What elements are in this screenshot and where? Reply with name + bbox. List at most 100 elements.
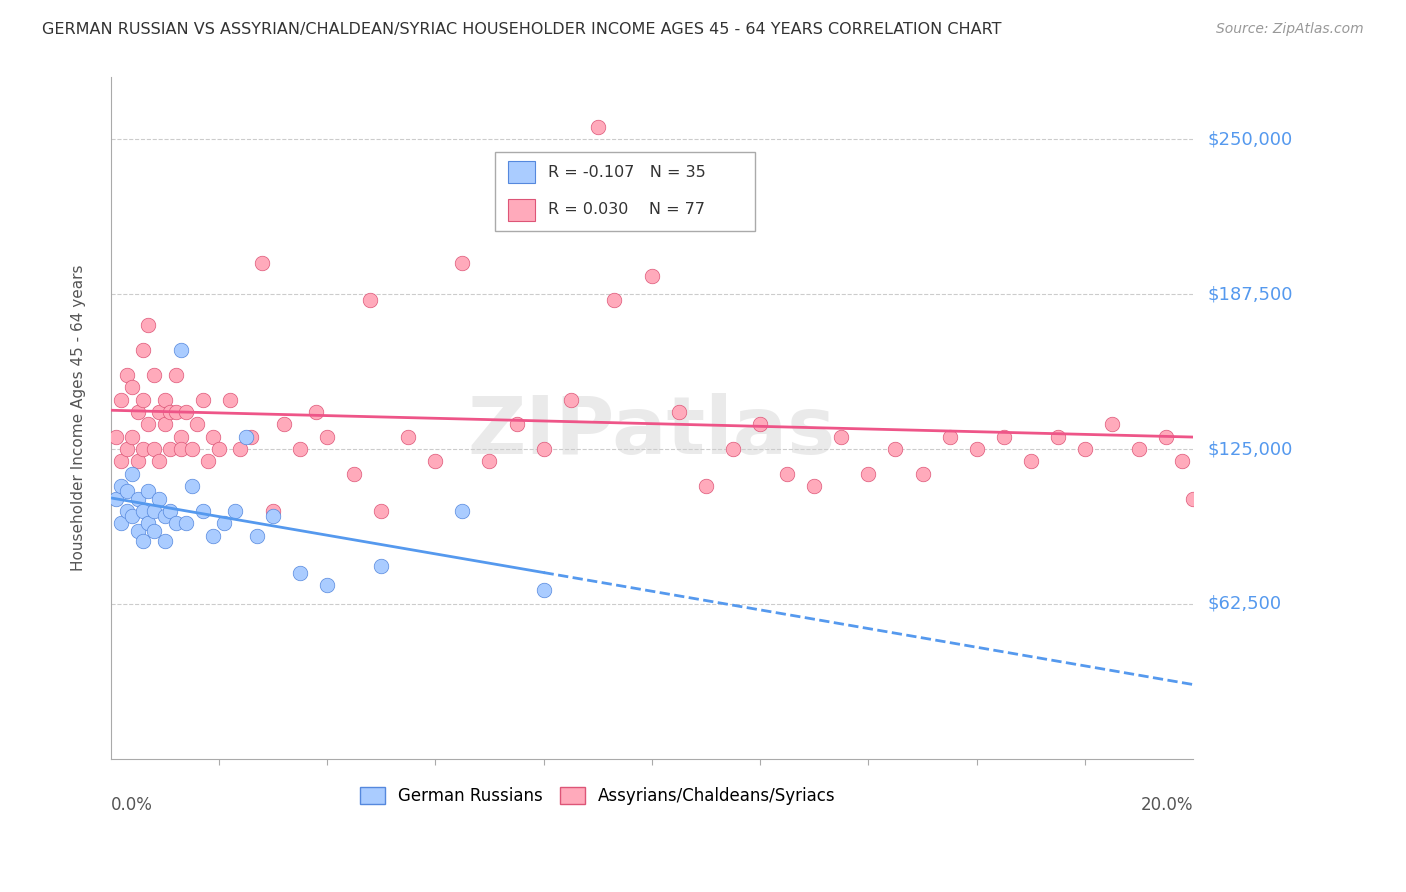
Point bbox=[110, 479, 132, 493]
Legend: German Russians, Assyrians/Chaldeans/Syriacs: German Russians, Assyrians/Chaldeans/Syr… bbox=[353, 780, 842, 812]
Point bbox=[262, 508, 284, 523]
Point bbox=[115, 504, 138, 518]
Point bbox=[148, 405, 170, 419]
Point bbox=[142, 442, 165, 456]
Point bbox=[1046, 430, 1069, 444]
Point bbox=[1154, 430, 1177, 444]
Point bbox=[138, 516, 160, 531]
Point bbox=[370, 558, 392, 573]
Point bbox=[121, 430, 143, 444]
Text: $250,000: $250,000 bbox=[1208, 130, 1292, 148]
Point bbox=[343, 467, 366, 481]
Point bbox=[1101, 417, 1123, 432]
Point bbox=[695, 479, 717, 493]
Point bbox=[749, 417, 772, 432]
Point bbox=[262, 504, 284, 518]
Point bbox=[110, 392, 132, 407]
Text: ZIPatlas: ZIPatlas bbox=[468, 392, 837, 471]
Point bbox=[884, 442, 907, 456]
Text: 20.0%: 20.0% bbox=[1140, 797, 1194, 814]
Text: $187,500: $187,500 bbox=[1208, 285, 1292, 303]
Point bbox=[993, 430, 1015, 444]
Point bbox=[451, 256, 474, 270]
Y-axis label: Householder Income Ages 45 - 64 years: Householder Income Ages 45 - 64 years bbox=[72, 265, 86, 572]
Point bbox=[641, 268, 664, 283]
Text: R = -0.107   N = 35: R = -0.107 N = 35 bbox=[548, 165, 706, 179]
Point bbox=[613, 207, 636, 221]
Point bbox=[1182, 491, 1205, 506]
Point bbox=[153, 533, 176, 548]
Point bbox=[159, 442, 181, 456]
Point bbox=[288, 566, 311, 580]
FancyBboxPatch shape bbox=[508, 199, 534, 220]
Point bbox=[127, 524, 149, 538]
Point bbox=[1074, 442, 1097, 456]
Point bbox=[316, 578, 339, 592]
Point bbox=[142, 524, 165, 538]
Point bbox=[668, 405, 690, 419]
Point bbox=[197, 454, 219, 468]
Point bbox=[159, 504, 181, 518]
Point bbox=[288, 442, 311, 456]
Point bbox=[121, 380, 143, 394]
Point bbox=[370, 504, 392, 518]
Point bbox=[153, 508, 176, 523]
Point bbox=[148, 454, 170, 468]
Text: R = 0.030    N = 77: R = 0.030 N = 77 bbox=[548, 202, 704, 217]
Point bbox=[246, 529, 269, 543]
Point bbox=[165, 405, 187, 419]
Point bbox=[138, 484, 160, 499]
Point bbox=[858, 467, 880, 481]
Point bbox=[396, 430, 419, 444]
Point bbox=[830, 430, 852, 444]
Text: 0.0%: 0.0% bbox=[111, 797, 152, 814]
Point bbox=[165, 516, 187, 531]
Point bbox=[127, 454, 149, 468]
Point bbox=[212, 516, 235, 531]
Point bbox=[316, 430, 339, 444]
Point bbox=[208, 442, 231, 456]
Point bbox=[127, 491, 149, 506]
Point bbox=[776, 467, 799, 481]
Point bbox=[533, 583, 555, 598]
Point bbox=[224, 504, 246, 518]
Point bbox=[603, 293, 626, 308]
Point bbox=[176, 516, 198, 531]
Point bbox=[180, 442, 202, 456]
Point bbox=[721, 442, 744, 456]
Point bbox=[560, 392, 582, 407]
Point bbox=[104, 491, 127, 506]
Point bbox=[132, 392, 155, 407]
Point bbox=[180, 479, 202, 493]
Point bbox=[148, 491, 170, 506]
Point bbox=[202, 529, 225, 543]
Point bbox=[586, 120, 609, 134]
Point bbox=[115, 368, 138, 382]
Point bbox=[138, 417, 160, 432]
Point bbox=[121, 467, 143, 481]
Point bbox=[132, 343, 155, 357]
Point bbox=[191, 392, 214, 407]
Point bbox=[170, 442, 193, 456]
FancyBboxPatch shape bbox=[495, 153, 755, 231]
Point bbox=[170, 430, 193, 444]
Point bbox=[202, 430, 225, 444]
Point bbox=[170, 343, 193, 357]
Point bbox=[359, 293, 381, 308]
FancyBboxPatch shape bbox=[508, 161, 534, 183]
Point bbox=[218, 392, 240, 407]
Point bbox=[505, 417, 527, 432]
Point bbox=[165, 368, 187, 382]
Point bbox=[110, 454, 132, 468]
Point bbox=[132, 504, 155, 518]
Point bbox=[803, 479, 825, 493]
Point bbox=[1128, 442, 1150, 456]
Point bbox=[127, 405, 149, 419]
Point bbox=[966, 442, 988, 456]
Point bbox=[153, 392, 176, 407]
Point bbox=[110, 516, 132, 531]
Point bbox=[115, 484, 138, 499]
Point bbox=[478, 454, 501, 468]
Point bbox=[533, 442, 555, 456]
Point bbox=[229, 442, 252, 456]
